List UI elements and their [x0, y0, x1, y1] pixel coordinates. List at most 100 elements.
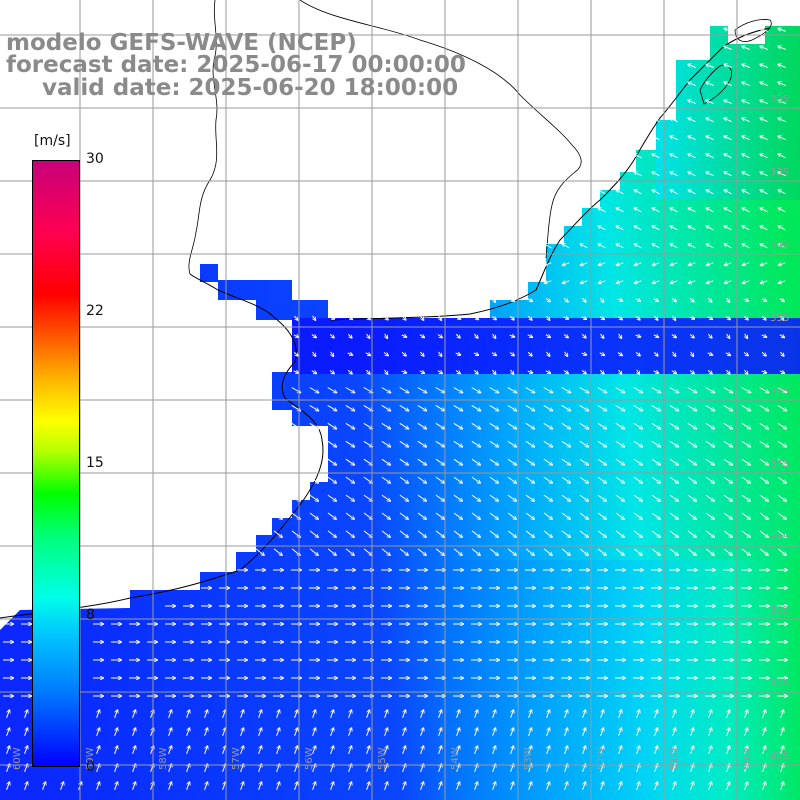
wind-arrow [742, 118, 750, 123]
wind-arrow [204, 782, 208, 790]
wind-arrow [345, 404, 355, 410]
wind-arrow [761, 315, 765, 320]
wind-arrow [724, 47, 732, 50]
wind-arrow [671, 371, 676, 374]
wind-arrow [345, 512, 354, 519]
wind-arrow [599, 353, 604, 355]
wind-arrow [705, 512, 714, 519]
wind-arrow [724, 65, 732, 68]
wind-arrow [618, 746, 622, 754]
wind-arrow [760, 100, 768, 105]
colorbar-tick-8: 8 [86, 607, 95, 623]
wind-arrow [633, 512, 642, 519]
wind-arrow [654, 315, 657, 320]
wind-arrow [780, 746, 784, 754]
wind-arrow [617, 208, 624, 213]
wind-arrow [363, 548, 372, 555]
wind-arrow [510, 728, 514, 736]
wind-arrow [672, 728, 676, 736]
wind-arrow [761, 335, 767, 337]
wind-arrow [561, 404, 571, 410]
wind-arrow [509, 335, 515, 337]
wind-arrow [492, 710, 496, 718]
wind-arrow [654, 710, 658, 718]
wind-arrow [492, 333, 496, 338]
wind-arrow [635, 299, 640, 301]
wind-arrow [651, 512, 660, 519]
wind-arrow [742, 29, 750, 32]
wind-arrow [653, 244, 660, 249]
wind-arrow [168, 728, 172, 736]
wind-arrow [331, 351, 334, 356]
wind-arrow [726, 728, 730, 736]
wind-arrow [453, 404, 463, 410]
wind-arrow [453, 458, 462, 465]
wind-arrow [777, 476, 786, 483]
wind-arrow [420, 746, 424, 754]
wind-arrow [688, 154, 696, 159]
wind-arrow [597, 530, 606, 537]
wind-arrow [708, 782, 712, 790]
wind-arrow [492, 728, 496, 736]
wind-arrow [471, 494, 480, 501]
wind-arrow [762, 782, 766, 790]
wind-arrow [401, 335, 407, 337]
wind-arrow [600, 782, 604, 790]
wind-arrow [561, 530, 570, 537]
wind-arrow [417, 476, 426, 483]
wind-arrow [474, 710, 478, 718]
wind-arrow [327, 476, 336, 483]
wind-arrow [688, 100, 696, 105]
wind-arrow [564, 710, 568, 718]
wind-arrow [565, 351, 568, 356]
wind-arrow [780, 728, 784, 736]
lon-label: 50W [742, 747, 753, 770]
wind-arrow [669, 530, 678, 537]
lon-label: 54W [450, 747, 461, 770]
wind-arrow [489, 494, 498, 501]
wind-arrow [309, 422, 318, 428]
wind-arrow [778, 100, 786, 105]
wind-arrow [417, 440, 426, 446]
wind-arrow [327, 404, 337, 410]
wind-arrow [671, 263, 678, 265]
wind-arrow [762, 746, 766, 754]
wind-arrow [688, 118, 696, 123]
wind-arrow [633, 476, 642, 483]
wind-arrow [760, 82, 768, 87]
wind-arrow [615, 512, 624, 519]
wind-arrow [705, 404, 715, 410]
wind-arrow [617, 190, 624, 195]
calm-band [292, 318, 800, 374]
wind-arrow [347, 317, 352, 319]
wind-arrow [741, 548, 750, 555]
wind-arrow [96, 710, 100, 718]
wind-arrow [759, 530, 768, 537]
wind-arrow [742, 154, 750, 159]
wind-arrow [258, 782, 262, 790]
wind-arrow [725, 317, 730, 320]
wind-arrow [597, 494, 606, 501]
wind-arrow [636, 728, 640, 736]
wind-arrow [383, 316, 388, 319]
wind-arrow [707, 369, 712, 373]
wind-arrow [435, 422, 444, 428]
wind-arrow [725, 369, 729, 374]
wind-arrow [132, 746, 136, 754]
wind-arrow [402, 710, 406, 718]
wind-arrow [779, 371, 784, 373]
wind-arrow [761, 226, 768, 231]
wind-arrow [780, 782, 784, 790]
colorbar-tick-15: 15 [86, 455, 104, 471]
wind-arrow [399, 404, 409, 410]
wind-arrow [345, 440, 354, 446]
wind-arrow [309, 530, 318, 537]
wind-arrow [525, 404, 535, 410]
wind-arrow [327, 422, 336, 428]
wind-arrow [258, 746, 262, 754]
wind-arrow [689, 370, 694, 374]
wind-arrow [599, 226, 606, 231]
wind-arrow [222, 782, 226, 790]
wind-arrow [669, 548, 678, 555]
wind-arrow [687, 458, 696, 465]
